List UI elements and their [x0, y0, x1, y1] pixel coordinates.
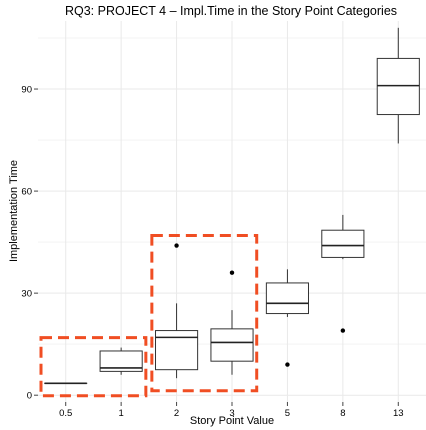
- y-tick-label: 90: [21, 85, 32, 96]
- x-tick-label: 2: [174, 408, 179, 419]
- box-3: [210, 270, 254, 375]
- outlier-point: [174, 243, 179, 248]
- x-tick-label: 13: [393, 408, 404, 419]
- x-tick-label: 3: [229, 408, 234, 419]
- y-axis-ticks: 0 30 60 90: [21, 85, 38, 402]
- outlier-point: [285, 362, 290, 367]
- box-1: [99, 347, 143, 375]
- box-5: [265, 269, 309, 367]
- iqr-box: [376, 57, 420, 116]
- x-axis-ticks: 0.5 1 2 3 5 8 13: [59, 402, 404, 419]
- highlight-box-2: [150, 234, 259, 393]
- box-2: [155, 243, 199, 379]
- x-tick-label: 8: [340, 408, 345, 419]
- iqr-box: [99, 350, 143, 372]
- highlight-layer: [39, 234, 259, 398]
- iqr-box: [155, 330, 199, 371]
- y-tick-label: 30: [21, 289, 32, 300]
- iqr-box: [265, 282, 309, 315]
- y-tick-label: 60: [21, 187, 32, 198]
- outlier-point: [340, 328, 346, 333]
- highlight-box-1: [39, 336, 148, 398]
- iqr-box: [210, 328, 254, 362]
- chart-title: RQ3: PROJECT 4 – Impl.Time in the Story …: [65, 4, 397, 18]
- y-tick-label: 0: [27, 391, 32, 402]
- x-axis-label: Story Point Value: [190, 415, 274, 427]
- box-8: [321, 214, 365, 333]
- x-tick-label: 0.5: [59, 408, 72, 419]
- box-13: [376, 27, 420, 144]
- y-axis-label: Implementation Time: [8, 160, 20, 262]
- x-tick-label: 5: [285, 408, 290, 419]
- outlier-point: [229, 270, 235, 275]
- iqr-box: [321, 229, 365, 258]
- x-tick-label: 1: [118, 408, 123, 419]
- boxes-layer: [44, 27, 420, 385]
